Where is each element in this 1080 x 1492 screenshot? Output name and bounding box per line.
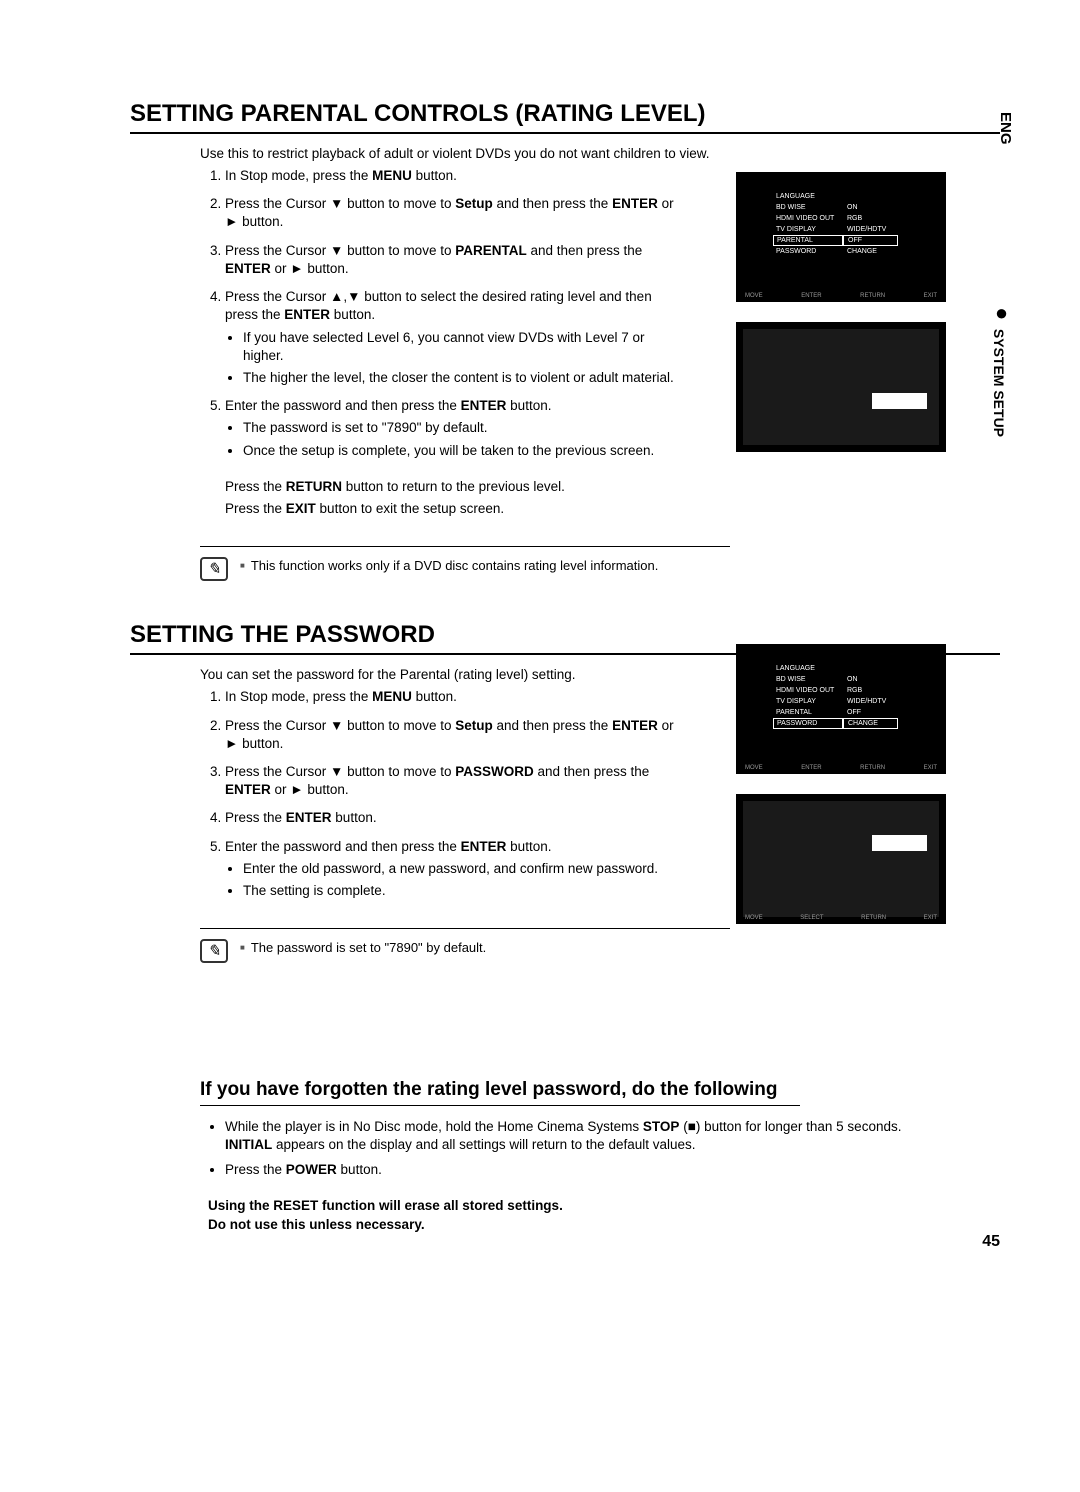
note-parental: ✎ ■This function works only if a DVD dis…: [200, 557, 1000, 581]
heading-parental-controls: SETTING PARENTAL CONTROLS (RATING LEVEL): [130, 100, 1000, 134]
tv-screenshot-blank-1: [736, 322, 946, 452]
tab-system-setup: ● SYSTEM SETUP: [988, 300, 1014, 437]
step-5: Enter the password and then press the EN…: [225, 838, 685, 901]
forgotten-password-list: While the player is in No Disc mode, hol…: [225, 1118, 945, 1179]
heading-forgotten-password: If you have forgotten the rating level p…: [200, 1079, 800, 1106]
page-number: 45: [982, 1233, 1000, 1251]
tv-screenshot-parental-menu: LANGUAGE BD WISEON HDMI VIDEO OUTRGB TV …: [736, 172, 946, 302]
step-3: Press the Cursor ▼ button to move to PAR…: [225, 242, 685, 278]
note-icon: ✎: [200, 557, 228, 581]
post-instructions: Press the RETURN button to return to the…: [225, 478, 685, 518]
steps-parental: In Stop mode, press the MENU button. Pre…: [225, 167, 685, 460]
step-4: Press the ENTER button.: [225, 809, 685, 827]
step-4: Press the Cursor ▲,▼ button to select th…: [225, 288, 685, 387]
steps-password: In Stop mode, press the MENU button. Pre…: [225, 688, 685, 900]
intro-parental: Use this to restrict playback of adult o…: [200, 146, 1000, 161]
tv-screenshot-password-menu: LANGUAGE BD WISEON HDMI VIDEO OUTRGB TV …: [736, 644, 946, 774]
step-3: Press the Cursor ▼ button to move to PAS…: [225, 763, 685, 799]
note-icon: ✎: [200, 939, 228, 963]
divider: [200, 546, 730, 547]
step-1: In Stop mode, press the MENU button.: [225, 688, 685, 706]
tab-eng: ENG: [997, 112, 1014, 145]
step-5: Enter the password and then press the EN…: [225, 397, 685, 460]
step-2: Press the Cursor ▼ button to move to Set…: [225, 717, 685, 753]
divider: [200, 928, 730, 929]
step-2: Press the Cursor ▼ button to move to Set…: [225, 195, 685, 231]
step-1: In Stop mode, press the MENU button.: [225, 167, 685, 185]
tv-screenshot-blank-2: MOVESELECT RETURNEXIT: [736, 794, 946, 924]
reset-warning: Using the RESET function will erase all …: [208, 1197, 1000, 1235]
note-password: ✎ ■The password is set to "7890" by defa…: [200, 939, 1000, 963]
